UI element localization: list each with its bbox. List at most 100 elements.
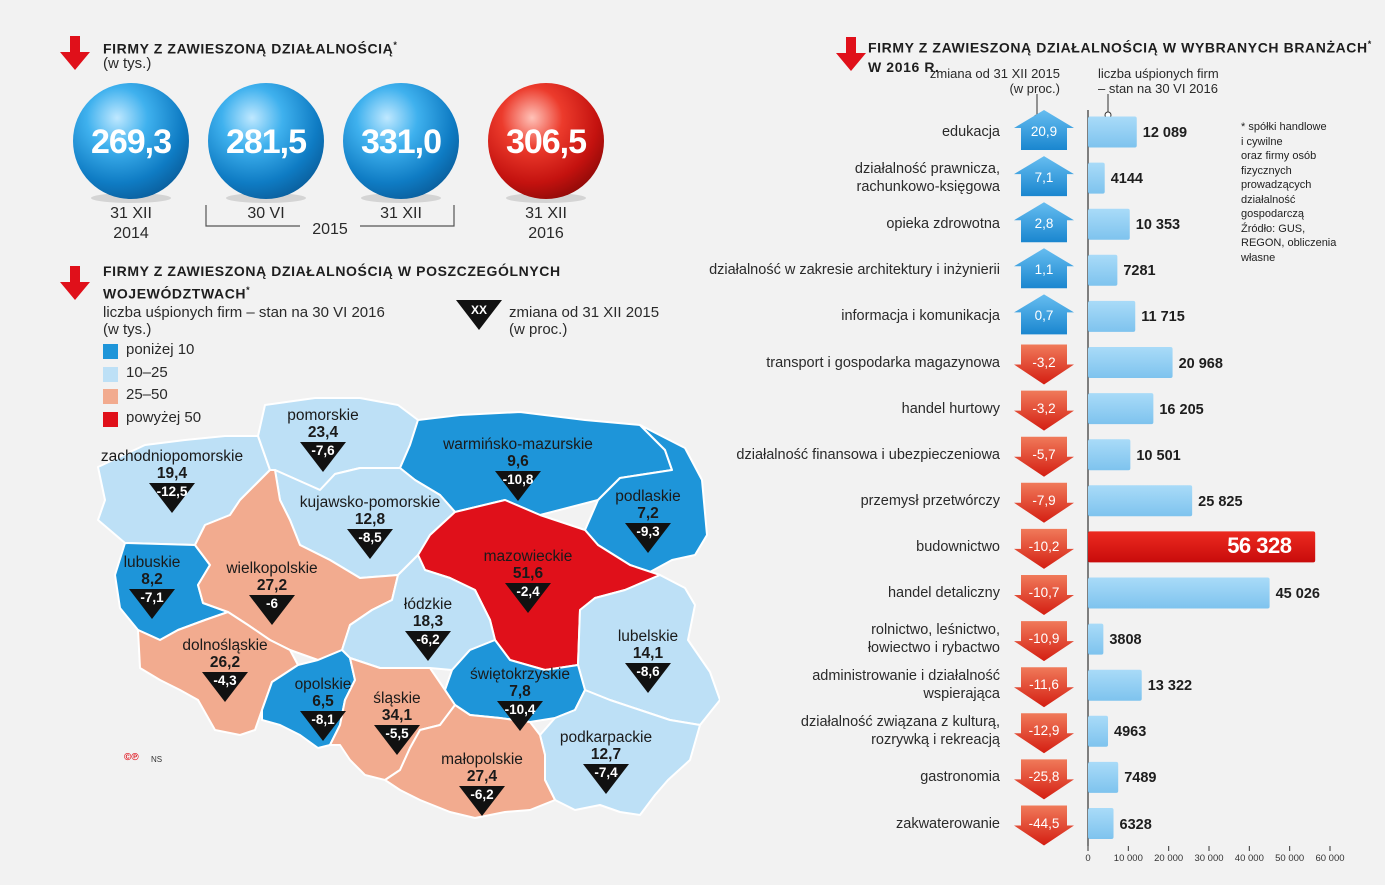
change-value-label: 2,8: [1034, 216, 1054, 232]
region-value: 12,8: [354, 511, 386, 528]
legend-label: 10–25: [126, 363, 168, 381]
region-change-arrow-icon: [300, 442, 346, 472]
note-line: fizycznych: [1241, 164, 1292, 177]
region-change-arrow-icon: [202, 672, 248, 702]
region-name: świętokrzyskie: [470, 666, 570, 683]
change-value-label: -25,8: [1028, 769, 1060, 785]
change-down-arrow-icon: [1014, 621, 1074, 662]
circle-date-line1: 30 VI: [247, 205, 285, 222]
legend-label: 25–50: [126, 386, 168, 403]
region-change: -5,5: [385, 726, 409, 741]
category-label: opieka zdrowotna: [886, 215, 1000, 233]
category-label: budownictwo: [916, 538, 1000, 556]
category-label: działalność prawnicza, rachunkowo-księgow…: [855, 160, 1000, 196]
change-up-arrow-icon: [1014, 248, 1074, 289]
region-change: -8,5: [358, 530, 382, 545]
category-label: działalność w zakresie architektury i in…: [709, 261, 1000, 279]
category-label-line: działalność prawnicza,: [854, 161, 1000, 178]
category-label-line: rolnictwo, leśnictwo,: [871, 622, 1000, 639]
change-value-label: -10,2: [1028, 538, 1060, 554]
red-down-arrow-icon: [836, 37, 866, 71]
region-change-arrow-icon: [625, 663, 671, 693]
bar-value-label: 10 501: [1136, 447, 1181, 464]
region-label: podlaskie 7,2: [568, 488, 728, 522]
circle-value: 269,3: [91, 123, 171, 161]
bar: [1088, 162, 1105, 194]
change-value-label: -10,9: [1028, 631, 1060, 647]
x-tick-label: 20 000: [1154, 853, 1184, 864]
region-value: 27,4: [466, 768, 498, 785]
change-down-arrow-icon: [1014, 713, 1074, 754]
region-label: pomorskie 23,4: [243, 407, 403, 441]
bar-value-label: 7489: [1124, 770, 1157, 787]
bar-value-label: 4144: [1110, 171, 1143, 188]
bar: [1088, 439, 1131, 471]
note-line: i cywilne: [1241, 135, 1283, 148]
bar-value-label: 10 353: [1135, 217, 1181, 234]
region-change: -8,1: [311, 712, 335, 727]
category-label-line: gastronomia: [920, 769, 1000, 786]
bar-value-label: 25 825: [1198, 493, 1243, 510]
region-change: -6,2: [470, 787, 494, 802]
region-change-arrow-icon: [300, 711, 346, 741]
category-label: edukacja: [942, 123, 1000, 141]
bar-value-label: 13 322: [1147, 678, 1193, 695]
region-name: małopolskie: [441, 751, 523, 768]
year-bracket-label: 2015: [300, 221, 360, 239]
category-label: gastronomia: [920, 768, 1000, 786]
category-label: zakwaterowanie: [896, 815, 1000, 833]
red-down-arrow-icon: [60, 266, 90, 300]
category-label-line: zakwaterowanie: [896, 815, 1000, 832]
region-change-arrow-icon: [405, 631, 451, 661]
category-label-line: łowiectwo i rybactwo: [867, 640, 1000, 657]
region-label: kujawsko-pomorskie 12,8: [290, 494, 450, 528]
category-label-line: działalność w zakresie architektury i in…: [709, 262, 1000, 279]
region-change-arrow-icon: [459, 786, 505, 816]
circle-date-line1: 31 XII: [380, 205, 422, 222]
bar: [1088, 485, 1193, 517]
circle-date-label: 31 XII: [340, 204, 462, 224]
chart-notes: * spółki handlowe i cywilne oraz firmy osó…: [1241, 120, 1351, 265]
region-value: 6,5: [312, 693, 334, 710]
region-change-arrow-icon: [374, 725, 420, 755]
region-label: zachodniopomorskie 19,4: [92, 448, 252, 482]
bar: [1088, 116, 1137, 148]
region-value: 7,8: [509, 683, 531, 700]
region-name: wielkopolskie: [226, 560, 318, 577]
region-name: dolnośląskie: [182, 637, 268, 654]
change-down-arrow-icon: [1014, 667, 1074, 708]
region-change: -8,6: [636, 664, 660, 679]
change-down-arrow-icon: [1014, 805, 1074, 846]
bar-value-label: 7281: [1123, 263, 1156, 280]
note-line: oraz firmy osób: [1241, 150, 1317, 162]
change-up-arrow-icon: [1014, 110, 1074, 150]
circle-date-line1: 31 XII: [525, 205, 567, 222]
x-tick-label: 10 000: [1113, 853, 1143, 864]
region-value: 51,6: [512, 565, 544, 582]
chart-value-header: liczba uśpionych firm – stan na 30 VI 20…: [1098, 66, 1219, 96]
change-down-arrow-icon: [1014, 575, 1074, 615]
category-label-line: przemysł przetwórczy: [860, 492, 1000, 509]
svg-text:XX: XX: [471, 303, 487, 317]
region-label: małopolskie 27,4: [402, 751, 562, 785]
region-value: 34,1: [381, 707, 413, 724]
category-label: działalność związana z kulturą, rozrywką …: [801, 713, 1000, 749]
bar: [1088, 623, 1104, 655]
region-change: -6: [265, 596, 278, 611]
legend-swatch: [103, 411, 118, 427]
note-line: * spółki handlowe: [1241, 121, 1327, 133]
circle-date-line2: 2014: [113, 225, 149, 242]
region-change-arrow-icon: [583, 764, 629, 794]
region-change: -10,4: [504, 702, 536, 717]
region-malopolskie: [384, 704, 556, 819]
category-label: działalność finansowa i ubezpieczeniowa: [736, 446, 1000, 464]
change-down-arrow-icon: [1014, 482, 1074, 523]
change-value-label: -11,6: [1029, 677, 1059, 693]
change-down-arrow-icon: [1014, 344, 1074, 385]
region-label: śląskie 34,1: [317, 690, 477, 724]
bar: [1088, 300, 1136, 332]
category-label-line: handel hurtowy: [901, 400, 1000, 417]
region-value: 7,2: [637, 505, 659, 522]
region-label: mazowieckie 51,6: [448, 548, 608, 582]
region-name: podkarpackie: [559, 729, 653, 746]
